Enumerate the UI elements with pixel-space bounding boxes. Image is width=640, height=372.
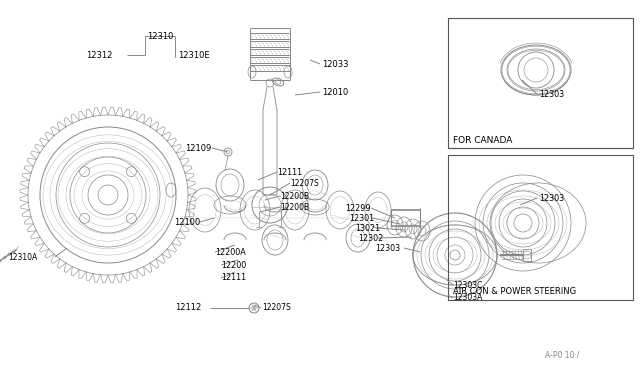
Text: AIR CON & POWER STEERING: AIR CON & POWER STEERING bbox=[453, 288, 576, 296]
Text: 12299: 12299 bbox=[345, 203, 371, 212]
Text: 12312: 12312 bbox=[86, 51, 113, 60]
Text: 12010: 12010 bbox=[322, 87, 348, 96]
Text: 12109: 12109 bbox=[185, 144, 211, 153]
Text: 12207S: 12207S bbox=[262, 304, 291, 312]
Bar bbox=[448, 18, 633, 148]
Text: 12200B: 12200B bbox=[280, 192, 309, 201]
Text: A-P0 10·/: A-P0 10·/ bbox=[545, 350, 579, 359]
Text: 12303: 12303 bbox=[375, 244, 400, 253]
Text: 12112: 12112 bbox=[175, 304, 201, 312]
Bar bbox=[523, 249, 531, 261]
Text: 12207S: 12207S bbox=[290, 179, 319, 187]
Text: 12200A: 12200A bbox=[215, 247, 246, 257]
Text: 12200B: 12200B bbox=[280, 202, 309, 212]
Text: 12303: 12303 bbox=[539, 193, 564, 202]
Text: 12111: 12111 bbox=[277, 167, 302, 176]
Bar bbox=[448, 155, 633, 300]
Text: 12310E: 12310E bbox=[178, 51, 210, 60]
Text: 12303C: 12303C bbox=[453, 280, 483, 289]
Text: 12033: 12033 bbox=[322, 60, 349, 68]
Text: 12303A: 12303A bbox=[453, 294, 483, 302]
Text: 12303: 12303 bbox=[539, 90, 564, 99]
Text: 12111: 12111 bbox=[221, 273, 246, 282]
Text: 12200: 12200 bbox=[221, 260, 246, 269]
Text: FOR CANADA: FOR CANADA bbox=[453, 135, 513, 144]
Text: 12100: 12100 bbox=[174, 218, 200, 227]
Text: 12302: 12302 bbox=[358, 234, 383, 243]
Text: 12301: 12301 bbox=[349, 214, 374, 222]
Text: 12310A: 12310A bbox=[8, 253, 37, 262]
Text: 12310: 12310 bbox=[147, 32, 173, 41]
Text: 13021: 13021 bbox=[355, 224, 380, 232]
